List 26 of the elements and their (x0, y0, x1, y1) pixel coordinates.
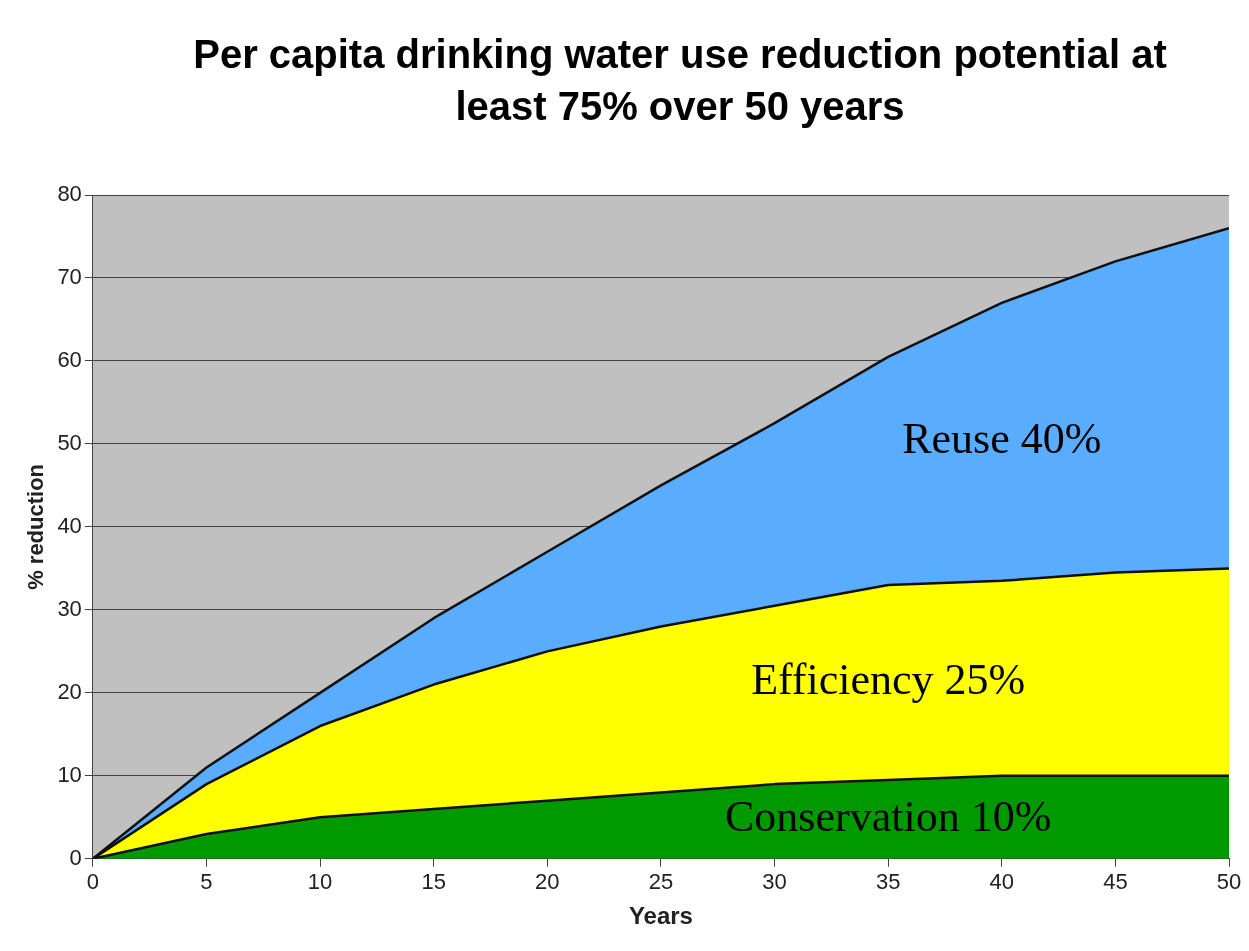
y-tick-label: 50 (57, 429, 82, 455)
chart-title: Per capita drinking water use reduction potential at least 75% over 50 years (192, 31, 1168, 130)
x-axis-title: Years (628, 902, 693, 930)
y-tick-label: 70 (57, 264, 82, 290)
y-tick-label: 30 (57, 595, 82, 621)
x-tick-label: 30 (762, 869, 787, 895)
x-tick-label: 50 (1216, 869, 1242, 895)
y-tick-label: 20 (57, 678, 82, 704)
x-tick-label: 15 (421, 869, 446, 895)
x-tick-label: 5 (200, 869, 213, 895)
x-tick-label: 20 (535, 869, 560, 895)
x-tick-label: 25 (648, 869, 674, 895)
y-tick-label: 0 (69, 844, 82, 870)
series-label: Reuse 40% (902, 414, 1102, 464)
y-tick-label: 10 (57, 761, 82, 787)
series-label: Conservation 10% (725, 791, 1052, 841)
x-tick-label: 10 (307, 869, 333, 895)
x-tick-label: 0 (86, 869, 99, 895)
series-label: Efficiency 25% (751, 655, 1026, 705)
x-tick-label: 45 (1103, 869, 1128, 895)
y-tick-label: 40 (57, 512, 82, 538)
y-tick-label: 60 (57, 347, 82, 373)
y-tick-label: 80 (57, 181, 82, 207)
x-tick-label: 35 (875, 869, 901, 895)
x-tick-label: 40 (989, 869, 1015, 895)
y-axis-title: % reduction (23, 463, 49, 590)
